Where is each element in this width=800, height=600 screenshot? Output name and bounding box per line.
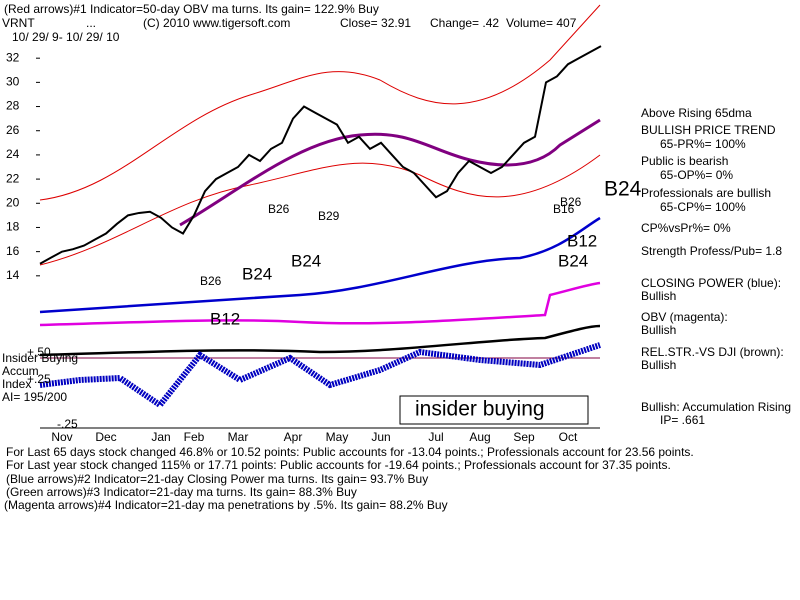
x-tick-label: Nov — [51, 430, 72, 444]
indicator-lines — [39, 4, 601, 429]
insider-box — [399, 395, 589, 425]
upper-band — [39, 4, 601, 201]
annotation: 65-CP%= 100% — [660, 200, 746, 214]
annotation: +.50 — [27, 345, 51, 359]
annotation: B26 — [268, 202, 290, 216]
annotation: (Magenta arrows)#4 Indicator=21-day ma p… — [4, 498, 448, 512]
y-tick-label: 22 — [6, 171, 20, 185]
annotation: BULLISH PRICE TREND — [641, 123, 776, 137]
annotation: Accum — [2, 364, 39, 378]
annotation: +.25 — [27, 372, 51, 386]
x-tick-label: Aug — [469, 430, 490, 444]
x-tick-label: Oct — [559, 430, 578, 444]
annotation: B26 — [200, 274, 222, 288]
y-tick-label: 16 — [6, 244, 20, 258]
annotation: B24 — [604, 178, 642, 201]
y-tick-label: 26 — [6, 123, 20, 137]
annotation: B26 — [560, 195, 582, 209]
annotation: IP= .661 — [660, 413, 705, 427]
x-tick-label: Feb — [184, 430, 205, 444]
annotation: Index — [2, 377, 31, 391]
annotation: 10/ 29/ 9- 10/ 29/ 10 — [12, 30, 120, 44]
annotation: CLOSING POWER (blue): — [641, 276, 781, 290]
accum-histogram — [39, 342, 601, 410]
x-tick-label: Jun — [371, 430, 390, 444]
annotation: B24 — [291, 251, 321, 270]
annotation: AI= 195/200 — [2, 390, 67, 404]
annotation: B12 — [210, 309, 240, 328]
annotation: REL.STR.-VS DJI (brown): — [641, 345, 784, 359]
y-tick-label: 18 — [6, 220, 20, 234]
annotation: insider buying — [415, 398, 545, 421]
annotation: (Blue arrows)#2 Indicator=21-day Closing… — [6, 472, 428, 486]
x-tick-label: Apr — [284, 430, 303, 444]
annotation: B29 — [318, 209, 340, 223]
annotation: (Green arrows)#3 Indicator=21-day ma tur… — [6, 485, 357, 499]
annotation: Bullish — [641, 358, 676, 372]
annotation: ... — [86, 16, 96, 30]
rel-str — [39, 324, 601, 357]
annotation: B24 — [242, 264, 272, 283]
x-tick-label: May — [326, 430, 349, 444]
annotation: Change= .42 — [430, 16, 499, 30]
lower-band — [39, 154, 601, 266]
annotation: Professionals are bullish — [641, 186, 771, 200]
annotation: Public is bearish — [641, 154, 728, 168]
x-tick-label: Sep — [513, 430, 535, 444]
annotation: OBV (magenta): — [641, 310, 728, 324]
annotation: For Last 65 days stock changed 46.8% or … — [6, 445, 694, 459]
annotation: For Last year stock changed 115% or 17.7… — [6, 458, 671, 472]
annotation: (C) 2010 www.tigersoft.com — [143, 16, 290, 30]
annotation: Close= 32.91 — [340, 16, 411, 30]
x-tick-label: Jul — [428, 430, 443, 444]
y-tick-label: 28 — [6, 99, 20, 113]
price-line — [39, 45, 602, 265]
y-tick-label: 20 — [6, 195, 20, 209]
y-tick-label: 30 — [6, 75, 20, 89]
x-tick-label: Dec — [95, 430, 116, 444]
ma-line — [179, 118, 601, 227]
closing-power — [39, 216, 601, 314]
chart-title: (Red arrows)#1 Indicator=50-day OBV ma t… — [4, 2, 379, 16]
annotation: Bullish — [641, 289, 676, 303]
annotation: Bullish — [641, 323, 676, 337]
annotation: 65-PR%= 100% — [660, 137, 746, 151]
annotation: B16 — [553, 202, 575, 216]
annotation: Above Rising 65dma — [641, 106, 752, 120]
annotation: VRNT — [2, 16, 35, 30]
annotation: Bullish: Accumulation Rising — [641, 400, 791, 414]
annotation: Volume= 407 — [506, 16, 577, 30]
annotation: 65-OP%= 0% — [660, 168, 733, 182]
annotation: CP%vsPr%= 0% — [641, 221, 731, 235]
annotation: B24 — [558, 251, 588, 270]
annotation: -.25 — [57, 417, 78, 431]
y-tick-label: 24 — [6, 147, 20, 161]
annotation: B12 — [567, 231, 597, 250]
y-tick-label: 14 — [6, 268, 20, 282]
annotation: Strength Profess/Pub= 1.8 — [641, 244, 782, 258]
y-tick-label: 32 — [6, 50, 20, 64]
obv — [39, 281, 601, 327]
annotation: Insider Buying — [2, 351, 78, 365]
x-tick-label: Jan — [151, 430, 170, 444]
x-tick-label: Mar — [228, 430, 249, 444]
